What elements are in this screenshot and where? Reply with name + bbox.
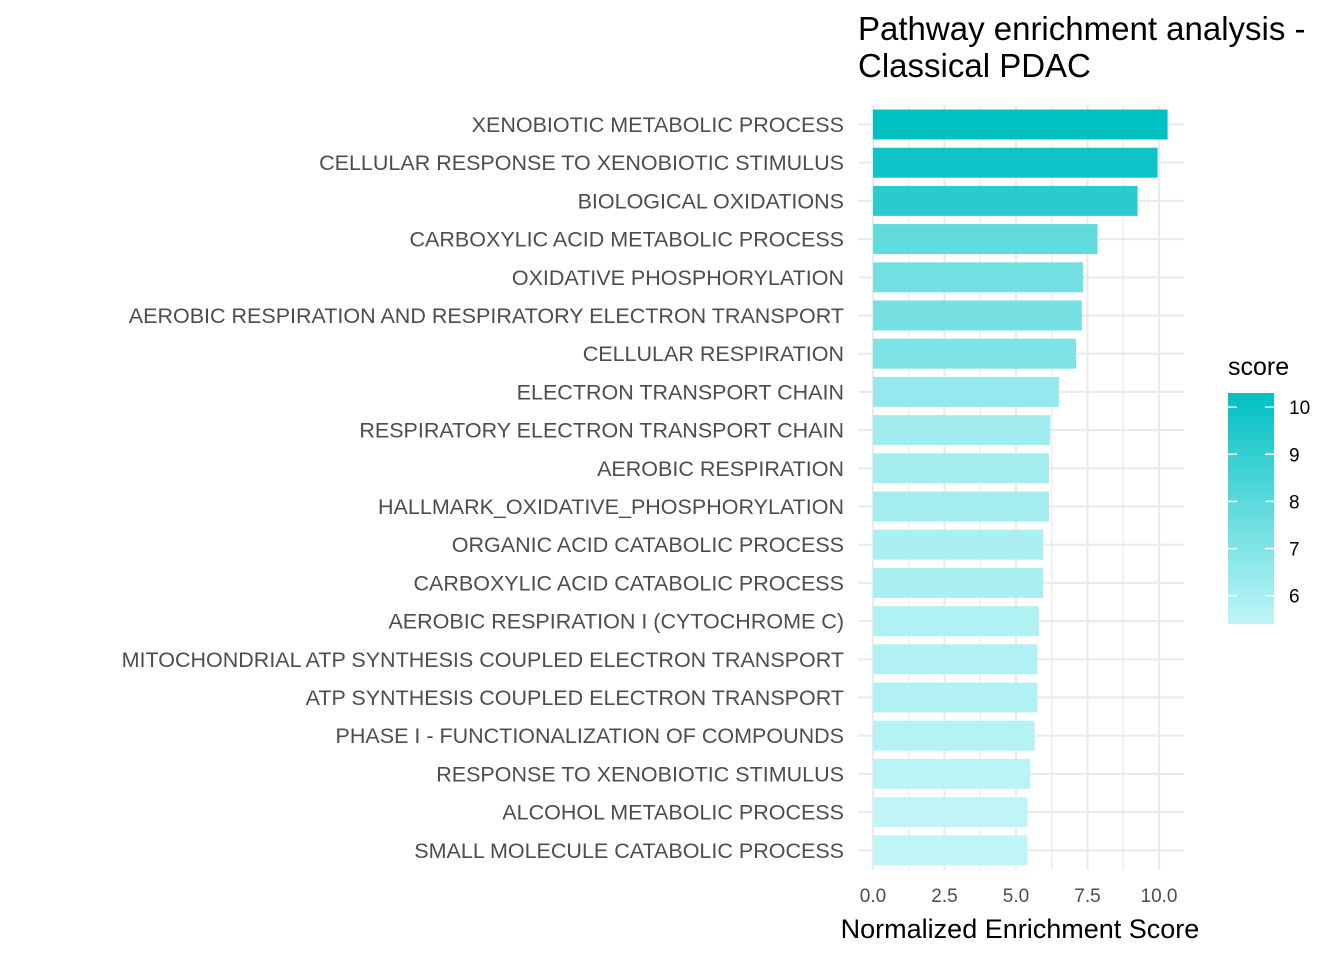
- bar: [873, 567, 1044, 598]
- y-tick-label: ORGANIC ACID CATABOLIC PROCESS: [452, 533, 844, 557]
- bar: [873, 185, 1138, 216]
- y-tick-label: PHASE I - FUNCTIONALIZATION OF COMPOUNDS: [336, 724, 844, 748]
- y-tick-label: CARBOXYLIC ACID CATABOLIC PROCESS: [413, 571, 844, 595]
- y-tick-label: BIOLOGICAL OXIDATIONS: [578, 189, 844, 213]
- y-axis-labels: XENOBIOTIC METABOLIC PROCESS CELLULAR RES…: [122, 113, 844, 863]
- chart-title: Pathway enrichment analysis - Classical …: [858, 10, 1306, 84]
- x-tick-label: 10.0: [1141, 886, 1178, 907]
- bar: [873, 147, 1158, 178]
- y-tick-label: RESPONSE TO XENOBIOTIC STIMULUS: [436, 762, 844, 786]
- y-tick-label: ELECTRON TRANSPORT CHAIN: [517, 380, 844, 404]
- bar: [873, 415, 1051, 446]
- y-tick-label: CELLULAR RESPONSE TO XENOBIOTIC STIMULUS: [319, 151, 844, 175]
- bar: [873, 529, 1044, 560]
- y-tick-label: OXIDATIVE PHOSPHORYLATION: [512, 266, 844, 290]
- bar: [873, 224, 1098, 255]
- bar: [873, 491, 1049, 522]
- x-tick-label: 0.0: [860, 886, 886, 907]
- y-tick-label: XENOBIOTIC METABOLIC PROCESS: [472, 113, 844, 137]
- y-tick-label: HALLMARK_OXIDATIVE_PHOSPHORYLATION: [378, 495, 844, 519]
- bar: [873, 606, 1039, 637]
- bar: [873, 338, 1077, 369]
- y-tick-label: SMALL MOLECULE CATABOLIC PROCESS: [414, 839, 844, 863]
- bar-layer: [873, 109, 1168, 866]
- legend-colorbar: [1228, 393, 1274, 624]
- bar: [873, 797, 1028, 828]
- x-tick-label: 7.5: [1074, 886, 1100, 907]
- y-tick-label: ATP SYNTHESIS COUPLED ELECTRON TRANSPORT: [306, 686, 844, 710]
- x-axis-title: Normalized Enrichment Score: [841, 914, 1200, 944]
- grid-layer: [858, 105, 1184, 870]
- x-axis-ticks: 0.0 2.5 5.0 7.5 10.0: [860, 886, 1178, 907]
- y-tick-label: CELLULAR RESPIRATION: [583, 342, 844, 366]
- legend: score 10 9 8 7 6: [1228, 353, 1310, 624]
- bar: [873, 758, 1031, 789]
- y-tick-label: ALCOHOL METABOLIC PROCESS: [502, 801, 844, 825]
- bar: [873, 300, 1082, 331]
- y-tick-label: AEROBIC RESPIRATION I (CYTOCHROME C): [388, 610, 844, 634]
- bar: [873, 644, 1038, 675]
- y-tick-label: RESPIRATORY ELECTRON TRANSPORT CHAIN: [359, 419, 844, 443]
- bar: [873, 835, 1028, 866]
- legend-title: score: [1228, 353, 1289, 381]
- bar: [873, 109, 1168, 140]
- bar: [873, 376, 1059, 407]
- legend-tick-label: 8: [1289, 492, 1300, 513]
- y-tick-label: CARBOXYLIC ACID METABOLIC PROCESS: [410, 228, 844, 252]
- x-tick-label: 5.0: [1003, 886, 1029, 907]
- y-tick-label: AEROBIC RESPIRATION AND RESPIRATORY ELEC…: [129, 304, 844, 328]
- legend-tick-label: 7: [1289, 540, 1300, 561]
- legend-tick-label: 9: [1289, 445, 1300, 466]
- x-tick-label: 2.5: [931, 886, 957, 907]
- bar: [873, 682, 1038, 713]
- bar: [873, 453, 1049, 484]
- y-tick-label: MITOCHONDRIAL ATP SYNTHESIS COUPLED ELEC…: [122, 648, 844, 672]
- legend-tick-label: 6: [1289, 587, 1300, 608]
- bar: [873, 262, 1084, 293]
- bar: [873, 720, 1035, 751]
- legend-tick-label: 10: [1289, 398, 1310, 419]
- y-tick-label: AEROBIC RESPIRATION: [597, 457, 844, 481]
